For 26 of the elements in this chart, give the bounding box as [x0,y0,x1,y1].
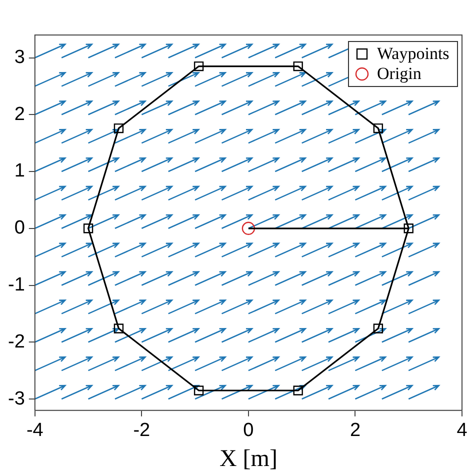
x-tick-label: -4 [26,420,44,442]
y-tick-label: -2 [8,331,25,352]
y-tick-label: 1 [14,160,25,182]
point [293,61,303,72]
y-tick-label: -1 [8,274,25,296]
y-tick-label: 3 [14,46,25,68]
point [114,123,124,134]
point [114,324,124,334]
point [194,386,204,396]
x-axis-title: X [m] [219,446,278,472]
point [373,324,384,334]
x-tick-label: 2 [350,420,361,442]
legend-label: Waypoints [377,44,450,64]
point [373,123,384,134]
y-tick-label: 2 [14,104,25,125]
point [242,222,256,235]
legend-label: Origin [377,64,422,84]
point [404,224,414,234]
point [293,386,303,396]
x-tick-label: 0 [243,420,254,442]
point [194,61,204,72]
point [83,224,94,234]
x-tick-label: 4 [456,420,468,442]
y-tick-label: 0 [14,218,25,239]
y-tick-label: -3 [8,388,25,410]
x-tick-label: -2 [133,420,150,442]
